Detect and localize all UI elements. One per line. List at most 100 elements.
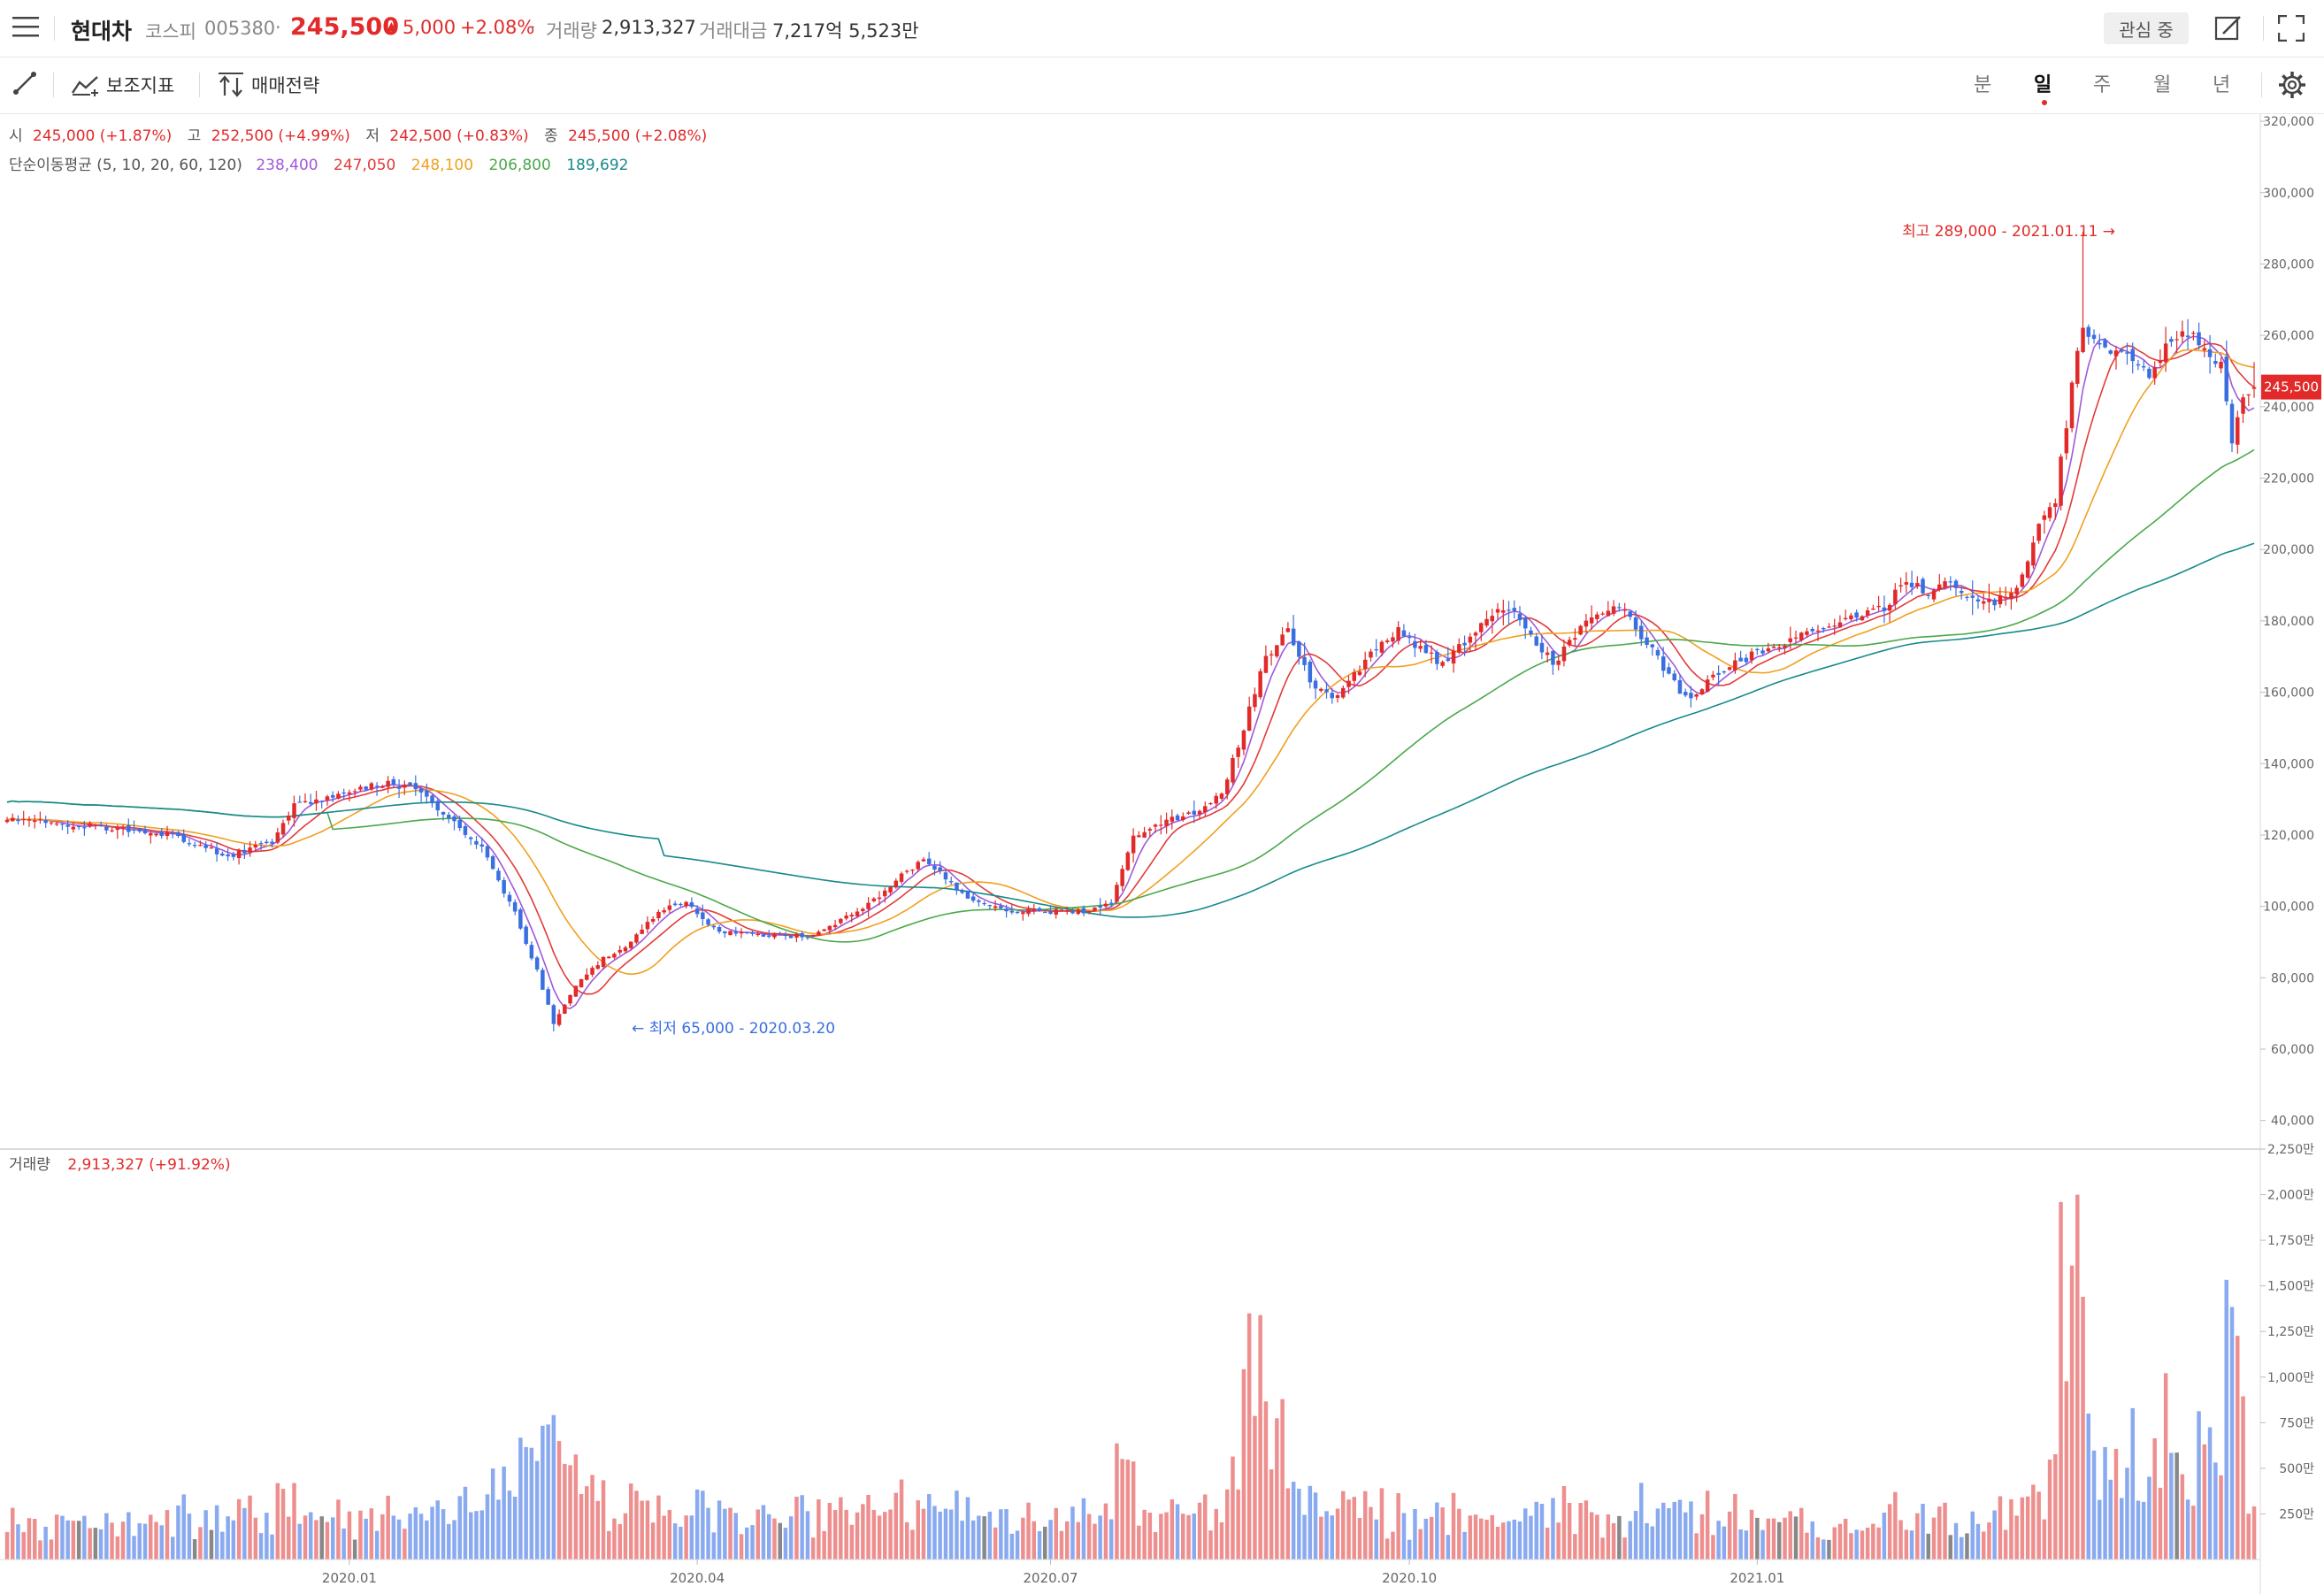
candle: [1611, 600, 1616, 617]
candle: [1070, 908, 1075, 915]
volume-bar: [490, 1468, 495, 1560]
candle: [1943, 577, 1947, 589]
volume-bar: [2207, 1427, 2213, 1560]
candle: [1992, 597, 1997, 611]
candle: [894, 877, 898, 889]
volume-bar: [391, 1515, 396, 1560]
candle: [2185, 318, 2190, 350]
volume-bar: [1197, 1502, 1202, 1560]
candle: [2241, 394, 2245, 423]
candle: [1142, 826, 1147, 839]
edit-icon[interactable]: [2214, 14, 2243, 42]
volume-bar: [955, 1491, 959, 1560]
candle: [413, 775, 418, 796]
x-axis-tick: 2020.01: [322, 1570, 377, 1586]
candle: [2042, 510, 2047, 534]
volume-bar: [1606, 1514, 1611, 1560]
candle: [2174, 331, 2179, 353]
candle: [331, 791, 335, 802]
price-chart[interactable]: 320,000 300,000 280,000 260,000 240,000 220,0…: [0, 114, 2324, 1594]
candle: [1236, 745, 1240, 769]
volume-bar: [386, 1495, 390, 1560]
timeframe-day[interactable]: 일: [2034, 74, 2052, 96]
volume-bar: [331, 1517, 335, 1560]
candle: [242, 844, 247, 859]
volume-bar: [1837, 1523, 1843, 1560]
candle: [1921, 577, 1925, 594]
candle: [541, 967, 545, 990]
volume-bar: [778, 1522, 782, 1560]
volume-bar: [1882, 1513, 1887, 1560]
volume-bar: [1645, 1522, 1649, 1560]
candle: [1297, 640, 1301, 665]
menu-icon[interactable]: [12, 16, 39, 39]
volume-bar: [2113, 1448, 2119, 1560]
price-axis-tick: 40,000: [2271, 1115, 2314, 1129]
candle: [176, 831, 180, 839]
volume-bar: [1192, 1514, 1196, 1560]
candle: [1755, 648, 1760, 655]
volume-bar: [1026, 1502, 1031, 1560]
candle: [1418, 640, 1423, 653]
candle: [1473, 631, 1478, 650]
candle: [2009, 587, 2013, 610]
volume-bar: [60, 1515, 65, 1560]
candle: [1810, 626, 1814, 634]
volume-bar: [767, 1514, 771, 1560]
candle: [1379, 640, 1384, 657]
volume-bar: [1418, 1529, 1423, 1560]
volume-bar: [1898, 1520, 1903, 1560]
candle: [49, 821, 54, 826]
separator-dot-2: ·: [530, 17, 536, 38]
volume-bar: [1529, 1515, 1533, 1560]
settings-gear-icon[interactable]: [2278, 71, 2306, 99]
draw-line-icon[interactable]: [12, 71, 37, 96]
volume-bar: [198, 1527, 203, 1560]
timeframe-year[interactable]: 년: [2213, 74, 2231, 96]
candle: [794, 931, 799, 943]
timeframe-week[interactable]: 주: [2093, 74, 2112, 96]
ohlc-open-label: 시: [9, 127, 23, 145]
candle: [203, 841, 208, 853]
volume-bar: [1799, 1507, 1804, 1560]
volume-bar: [1507, 1521, 1511, 1560]
strategy-button[interactable]: 매매전략: [216, 69, 319, 101]
volume-legend-label: 거래량: [9, 1156, 50, 1174]
volume-bar: [993, 1527, 998, 1560]
watchlist-button[interactable]: 관심 중: [2104, 12, 2189, 44]
candle: [1103, 900, 1108, 908]
volume-bar: [447, 1523, 451, 1560]
candle: [1241, 729, 1246, 755]
volume-bar: [319, 1516, 324, 1560]
candle: [319, 800, 324, 808]
volume-bar: [1921, 1504, 1925, 1560]
volume-bar: [689, 1515, 694, 1560]
volume-bar: [104, 1513, 109, 1560]
candle: [1197, 809, 1202, 820]
timeframe-month[interactable]: 월: [2153, 74, 2172, 96]
timeframe-minute[interactable]: 분: [1974, 74, 1992, 96]
candle: [623, 945, 628, 954]
volume-bar: [1219, 1522, 1224, 1560]
volume-bar: [120, 1521, 126, 1560]
volume-bar: [2163, 1373, 2168, 1560]
candle: [2103, 338, 2107, 349]
volume-bar: [512, 1497, 518, 1560]
candle: [634, 932, 639, 945]
candle: [1672, 670, 1676, 682]
volume-bar: [1246, 1313, 1252, 1560]
stock-header: 현대차 코스피 005380 · 245,500 ▲ 5,000 +2.08% …: [0, 0, 2324, 57]
volume-bar: [2241, 1396, 2245, 1560]
volume-bar: [1346, 1499, 1351, 1560]
candle: [1108, 899, 1114, 908]
indicator-button[interactable]: 보조지표: [71, 69, 174, 101]
candle: [927, 852, 932, 867]
volume-bar: [1827, 1539, 1831, 1560]
volume-bar: [1153, 1531, 1158, 1560]
volume-axis-tick: 1,500만: [2267, 1280, 2314, 1294]
fullscreen-icon[interactable]: [2278, 15, 2305, 42]
candle: [1291, 615, 1296, 647]
candle: [1037, 907, 1042, 912]
candle: [1650, 643, 1654, 656]
volume-bar: [479, 1510, 484, 1560]
